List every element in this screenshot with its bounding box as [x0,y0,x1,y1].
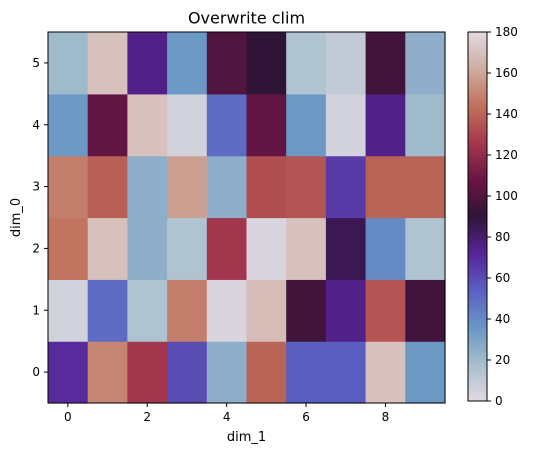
heatmap-cell [325,217,367,280]
colorbar-tick-label: 180 [495,25,518,39]
y-tick-label: 0 [32,365,40,379]
colorbar-tick-label: 40 [495,312,510,326]
heatmap-cell [206,279,248,342]
heatmap-cell [365,93,406,157]
heatmap-cell [405,341,446,404]
colorbar-tick-label: 160 [495,66,518,80]
heatmap-cell [246,217,287,280]
heatmap-cell [325,93,367,157]
heatmap-cell [127,155,168,219]
heatmap-cell [87,155,128,219]
heatmap-cell [365,32,406,95]
heatmap-cell [167,279,208,342]
heatmap-cell [48,155,89,219]
heatmap-cell [206,341,248,404]
y-axis-label: dim_0 [9,198,24,237]
heatmap-cell [87,217,128,280]
heatmap-cell [405,155,446,219]
y-tick-label: 5 [32,56,40,70]
y-tick-label: 3 [32,180,40,194]
heatmap-cell [87,32,128,95]
colorbar-tick-label: 60 [495,271,510,285]
heatmap-cell [127,217,168,280]
heatmap-cell [167,217,208,280]
heatmap-cell [325,155,367,219]
heatmap-cell [48,279,89,342]
heatmap-cell [286,93,327,157]
y-tick-label: 4 [32,118,40,132]
heatmap-cell [167,341,208,404]
colorbar-tick-label: 140 [495,107,518,121]
heatmap-cell [48,32,89,95]
heatmap-cell [206,32,248,95]
heatmap-cell [206,93,248,157]
heatmap-cell [246,341,287,404]
heatmap-cells [48,32,446,404]
heatmap-cell [206,217,248,280]
heatmap-cell [365,155,406,219]
colorbar-tick-label: 100 [495,189,518,203]
y-axis-ticks: 0 1 2 3 4 5 [32,56,48,379]
heatmap-cell [286,341,327,404]
x-axis-label: dim_1 [227,430,266,445]
heatmap-cell [167,155,208,219]
heatmap-cell [167,32,208,95]
colorbar-ticks: 0 20 40 60 80 100 120 140 160 180 [487,25,518,408]
colorbar-tick-label: 80 [495,230,510,244]
heatmap-cell [206,155,248,219]
colorbar-tick-label: 20 [495,353,510,367]
x-tick-label: 6 [302,410,310,424]
heatmap-cell [405,279,446,342]
heatmap-cell [48,93,89,157]
heatmap-cell [405,93,446,157]
heatmap-cell [167,93,208,157]
heatmap-cell [246,32,287,95]
x-tick-label: 2 [143,410,151,424]
heatmap-cell [87,279,128,342]
colorbar-tick-label: 120 [495,148,518,162]
heatmap-cell [325,341,367,404]
heatmap-cell [127,93,168,157]
heatmap-cell [87,93,128,157]
heatmap-cell [286,155,327,219]
heatmap-cell [87,341,128,404]
x-tick-label: 4 [223,410,231,424]
heatmap-cell [246,93,287,157]
heatmap-cell [405,32,446,95]
y-tick-label: 1 [32,303,40,317]
heatmap-cell [286,32,327,95]
heatmap-cell [286,279,327,342]
heatmap-cell [365,217,406,280]
heatmap-cell [325,32,367,95]
y-tick-label: 2 [32,241,40,255]
chart-title: Overwrite clim [188,9,305,28]
heatmap-cell [127,341,168,404]
plot-frame [47,31,446,404]
heatmap-cell [365,341,406,404]
heatmap-cell [127,32,168,95]
colorbar-gradient [467,31,488,402]
x-tick-label: 0 [64,410,72,424]
x-axis-ticks: 0 2 4 6 8 [64,403,389,424]
heatmap-cell [405,217,446,280]
heatmap-cell [286,217,327,280]
x-tick-label: 8 [382,410,390,424]
colorbar-tick-label: 0 [495,394,503,408]
heatmap-cell [48,341,89,404]
heatmap-cell [325,279,367,342]
heatmap-cell [127,279,168,342]
heatmap-cell [246,155,287,219]
heatmap-cell [365,279,406,342]
heatmap-cell [246,279,287,342]
heatmap-cell [48,217,89,280]
colorbar: 0 20 40 60 80 100 120 140 160 180 [467,25,518,408]
